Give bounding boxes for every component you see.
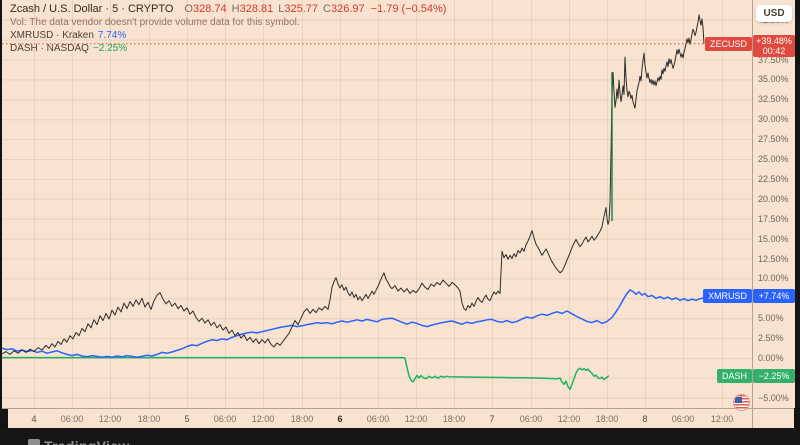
volume-message: Vol: The data vendor doesn't provide vol…	[10, 17, 300, 28]
price-axis[interactable]: USD 42.50%40.00%37.50%35.00%32.50%30.00%…	[752, 0, 795, 408]
price-badge-xmrusd: +7.74%	[753, 289, 795, 304]
price-tick-label: 10.00%	[758, 273, 789, 284]
time-tick-label: 6	[337, 414, 343, 424]
bottom-window-strip: TradingView	[0, 428, 800, 445]
series-badge-dash[interactable]: DASH	[716, 368, 752, 383]
time-tick-label: 06:00	[671, 414, 695, 424]
price-tick-label: 20.00%	[758, 193, 789, 204]
time-tick-label: 12:00	[404, 414, 428, 424]
time-tick-label: 12:00	[557, 414, 581, 424]
price-tick-label: 35.00%	[758, 74, 789, 85]
time-tick-label: 06:00	[366, 414, 390, 424]
ohlc-values: O328.74 H328.81 L325.77 C326.97	[184, 3, 365, 15]
price-tick-label: −5.00%	[758, 392, 789, 403]
price-badge-dash: −2.25%	[753, 368, 795, 383]
compare-row-dash[interactable]: DASH · NASDAQ −2.25%	[10, 42, 446, 55]
time-tick-label: 12:00	[710, 414, 734, 424]
bar-countdown: 00:42	[762, 45, 786, 56]
time-tick-label: 18:00	[137, 414, 161, 424]
time-tick-label: 8	[642, 414, 648, 424]
price-tick-label: 5.00%	[758, 313, 784, 324]
price-tick-label: 0.00%	[758, 353, 784, 363]
compare-value-dash: −2.25%	[92, 43, 128, 54]
time-tick-label: 4	[31, 414, 37, 424]
price-tick-label: 22.50%	[758, 173, 789, 184]
currency-toggle-button[interactable]: USD	[756, 5, 792, 22]
price-tick-label: 12.50%	[758, 253, 789, 264]
chart-canvas[interactable]: Zcash / U.S. Dollar · 5 · CRYPTO O328.74 H…	[2, 0, 752, 411]
price-tick-label: 17.50%	[758, 213, 789, 224]
price-chart-svg	[2, 0, 752, 408]
time-tick-label: 12:00	[251, 414, 275, 424]
price-badge-zecusd: +39.48% 00:42	[753, 34, 795, 57]
time-tick-label: 18:00	[442, 414, 466, 424]
compare-value-xmr: 7.74%	[97, 30, 127, 41]
time-axis[interactable]: 4 06:00 12:00 18:00 5 06:00 12:00 18:00 6 06:00 12…	[2, 408, 794, 429]
price-tick-label: 37.50%	[758, 54, 789, 65]
chart-container: Zcash / U.S. Dollar · 5 · CRYPTO O328.74 H…	[2, 0, 795, 429]
series-line-zecusd	[2, 14, 705, 355]
price-tick-label: 15.00%	[758, 233, 789, 244]
symbol-title[interactable]: Zcash / U.S. Dollar · 5 · CRYPTO	[10, 3, 174, 15]
chart-legend: Zcash / U.S. Dollar · 5 · CRYPTO O328.74 H…	[10, 1, 446, 55]
series-line-dash	[2, 356, 610, 391]
time-tick-label: 06:00	[519, 414, 543, 424]
price-tick-label: 30.00%	[758, 114, 789, 125]
price-tick-label: 25.00%	[758, 154, 789, 164]
change-value: −1.79 (−0.54%)	[370, 3, 447, 15]
time-tick-label: 12:00	[98, 414, 122, 424]
series-badge-xmrusd[interactable]: XMRUSD	[702, 289, 752, 304]
time-tick-label: 06:00	[60, 414, 84, 424]
series-line-xmrusd	[2, 289, 709, 358]
legend-main-row: Zcash / U.S. Dollar · 5 · CRYPTO O328.74 H…	[10, 1, 446, 16]
price-tick-label: 2.50%	[758, 333, 784, 344]
tradingview-logo-fragment[interactable]: TradingView	[44, 438, 130, 445]
time-tick-label: 18:00	[595, 414, 619, 424]
time-tick-label: 06:00	[213, 414, 237, 424]
price-tick-label: 32.50%	[758, 94, 789, 105]
compare-symbol-dash[interactable]: DASH · NASDAQ	[10, 43, 89, 54]
time-tick-label: 18:00	[290, 414, 314, 424]
tradingview-logo-icon[interactable]	[28, 439, 40, 445]
compare-row-xmr[interactable]: XMRUSD · Kraken 7.74%	[10, 29, 446, 42]
corner-notch	[2, 409, 8, 429]
time-tick-label: 7	[489, 414, 495, 424]
compare-symbol-xmr[interactable]: XMRUSD · Kraken	[10, 30, 94, 41]
series-badge-zecusd[interactable]: ZECUSD	[704, 36, 752, 51]
time-tick-label: 5	[184, 414, 190, 424]
price-tick-label: 27.50%	[758, 134, 789, 145]
us-market-session-flag-icon	[733, 394, 750, 411]
axis-separator	[752, 409, 753, 429]
